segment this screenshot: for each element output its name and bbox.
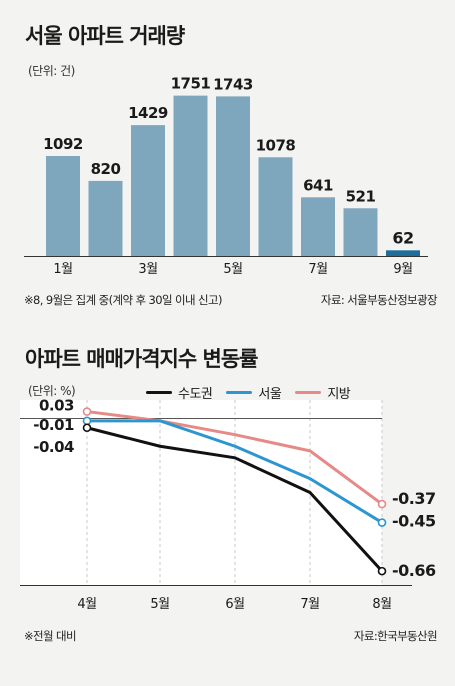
bar-value-label-2: 820 [91,160,121,178]
bar-1 [46,155,80,256]
series-line-1 [87,419,383,524]
legend-label-seoul: 서울 [258,387,282,402]
end-value-label-2: -0.45 [392,512,436,531]
line-chart: 4월 5월 6월 7월 8월 0.03-0.01 -0.04 -0.37 -0.45 -0.66 [20,397,436,612]
line-chart-unit: (단위: %) [28,384,76,398]
bar-6 [258,157,293,256]
bar-2 [88,180,123,256]
start-value-label-3: -0.04 [33,438,74,456]
series-start-marker-2 [82,407,92,416]
line-tick-label-1: 4월 [77,597,96,612]
series-end-marker-1 [377,518,387,527]
legend-label-sudogwon: 수도권 [178,387,213,402]
line-chart-note: ※전월 대비 [24,629,77,643]
series-start-marker-1 [82,416,92,426]
bar-value-label-9: 62 [392,228,413,247]
legend-item-jibang: 지방 [295,383,351,402]
bar-3 [131,125,165,256]
legend-item-sudogwon: 수도권 [146,383,213,402]
bar-value-label-1: 1092 [43,135,83,153]
bar-4 [173,95,208,256]
bar-7 [301,197,335,256]
bar-value-label-3: 1429 [128,104,168,122]
bar-chart-source: 자료: 서울부동산정보광장 [320,293,438,307]
bar-tick-label-5: 5월 [223,262,242,277]
bar-chart: 1092 1월 820 1429 3월 1751 1743 5월 1078 641 7월 521 62 9… [24,75,428,277]
series-end-marker-2 [377,499,387,509]
bar-tick-label-7: 7월 [308,262,327,277]
bar-value-label-4: 1751 [171,75,211,93]
bar-chart-unit: (단위: 건) [28,64,75,78]
start-value-label-1: 0.03 [39,397,74,415]
bar-chart-note: ※8, 9월은 집계 중(계약 후 30일 이내 신고) [24,293,222,307]
legend-swatch-jibang [295,391,322,394]
legend-item-seoul: 서울 [226,383,282,402]
line-chart-source: 자료:한국부동산원 [353,629,438,643]
legend-swatch-seoul [226,391,253,394]
line-tick-label-5: 8월 [372,597,391,612]
series-start-marker-0 [82,423,92,433]
line-tick-label-3: 6월 [225,597,244,612]
bar-value-label-6: 1078 [256,136,296,154]
bar-9 [386,250,420,256]
line-plot-area [20,400,382,585]
bar-tick-label-3: 3월 [138,262,157,277]
end-value-label-3: -0.66 [392,561,436,580]
line-tick-label-2: 5월 [150,597,169,612]
bar-tick-label-1: 1월 [53,262,72,277]
bar-5 [216,96,250,256]
bar-value-label-8: 521 [346,187,376,205]
legend-swatch-sudogwon [146,391,172,394]
bar-chart-title: 서울 아파트 거래량 [25,24,185,48]
legend-label-jibang: 지방 [327,387,351,402]
line-tick-label-4: 7월 [300,597,319,612]
bar-tick-label-9: 9월 [393,262,412,277]
start-value-label-2: -0.01 [33,416,74,434]
bar-value-label-5: 1743 [213,75,253,93]
end-value-label-1: -0.37 [392,489,436,508]
line-chart-legend: 수도권 서울 지방 [146,383,351,402]
series-end-marker-0 [377,566,387,576]
series-line-2 [86,410,383,506]
bar-8 [343,208,378,256]
line-chart-title: 아파트 매매가격지수 변동률 [25,347,258,371]
bar-value-label-7: 641 [303,176,333,194]
series-line-0 [86,426,384,573]
